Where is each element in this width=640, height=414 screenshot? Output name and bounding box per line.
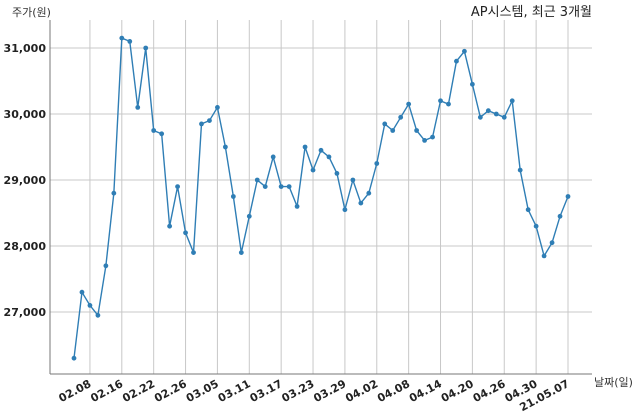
data-point — [446, 101, 451, 107]
y-axis-label: 주가(원) — [12, 6, 51, 19]
data-point — [549, 240, 555, 246]
data-point — [430, 134, 435, 140]
y-tick-label: 29,000 — [4, 174, 47, 187]
data-point — [509, 98, 515, 104]
data-point — [477, 114, 483, 120]
x-axis-label: 날짜(일) — [594, 375, 633, 389]
data-point — [119, 35, 125, 41]
y-tick-labels: 27,000 28,000 29,000 30,000 31,000 — [4, 42, 47, 319]
data-points — [71, 35, 571, 361]
data-point — [207, 118, 212, 123]
data-point — [199, 121, 204, 127]
data-point — [286, 184, 292, 190]
data-point — [135, 105, 141, 110]
data-point — [326, 154, 332, 160]
data-point — [382, 121, 388, 127]
data-point — [366, 190, 372, 196]
data-point — [87, 303, 93, 308]
series-line-layer — [73, 37, 569, 359]
data-point — [79, 289, 85, 295]
x-tick-label: 03.17 — [248, 377, 285, 405]
data-point — [414, 128, 420, 133]
data-point — [71, 355, 77, 361]
data-point — [358, 200, 364, 206]
x-tick-label: 03.23 — [280, 377, 317, 405]
x-tick-label: 04.14 — [407, 377, 444, 405]
data-point — [175, 184, 180, 190]
data-point — [390, 128, 396, 133]
series-line — [73, 37, 569, 359]
data-point — [493, 111, 499, 117]
data-point — [533, 223, 539, 229]
y-tick-label: 27,000 — [4, 306, 47, 319]
x-tick-label: 04.26 — [471, 377, 508, 405]
chart-title: AP시스템, 최근 3개월 — [471, 5, 592, 20]
data-point — [111, 190, 117, 196]
data-point — [334, 171, 340, 176]
data-point — [183, 230, 188, 236]
x-tick-label: 03.11 — [216, 377, 253, 405]
data-point — [406, 101, 412, 107]
x-tick-label: 02.16 — [88, 377, 125, 405]
data-point — [238, 250, 244, 256]
data-point — [254, 177, 260, 183]
x-tick-label: 03.05 — [184, 377, 221, 405]
data-point — [159, 131, 165, 137]
data-point — [541, 253, 547, 259]
data-point — [246, 213, 252, 219]
data-point — [310, 167, 316, 173]
x-tick-label: 04.20 — [439, 377, 476, 405]
data-point — [374, 161, 380, 166]
data-point — [469, 81, 475, 87]
data-point — [318, 147, 324, 153]
x-tick-label: 02.08 — [57, 377, 94, 405]
data-point — [438, 98, 443, 104]
x-tick-labels: 02.0802.1602.2202.2603.0503.1103.1703.23… — [57, 377, 572, 414]
data-point — [294, 204, 300, 209]
data-point — [278, 184, 284, 190]
data-point — [222, 144, 228, 150]
data-point — [103, 263, 109, 269]
data-point — [215, 105, 220, 110]
data-point — [191, 250, 196, 256]
x-tick-label: 03.29 — [311, 377, 348, 405]
x-tick-label: 02.22 — [120, 377, 157, 405]
data-point — [262, 184, 268, 190]
data-point — [230, 194, 236, 199]
data-point — [342, 207, 348, 213]
x-tick-label: 04.08 — [375, 377, 412, 405]
x-tick-label: 04.02 — [343, 377, 380, 405]
data-point — [167, 223, 173, 229]
y-tick-label: 30,000 — [4, 108, 47, 121]
y-tick-label: 31,000 — [4, 42, 47, 55]
grid-lines — [50, 20, 592, 374]
y-tick-label: 28,000 — [4, 240, 47, 253]
data-point — [501, 114, 507, 120]
data-point — [270, 154, 276, 160]
data-point — [302, 144, 308, 150]
data-point — [143, 45, 149, 51]
data-point — [517, 167, 523, 173]
data-point — [127, 39, 133, 44]
data-point — [525, 207, 531, 213]
data-point — [565, 194, 571, 199]
data-point — [95, 312, 101, 318]
data-point — [422, 138, 427, 143]
data-point — [398, 114, 404, 120]
data-point — [454, 58, 459, 64]
data-point — [350, 177, 356, 183]
data-point — [151, 128, 157, 133]
axes — [49, 20, 592, 375]
data-point — [557, 213, 563, 219]
data-point — [462, 48, 467, 54]
data-point — [485, 108, 491, 114]
x-tick-label: 02.26 — [152, 377, 189, 405]
